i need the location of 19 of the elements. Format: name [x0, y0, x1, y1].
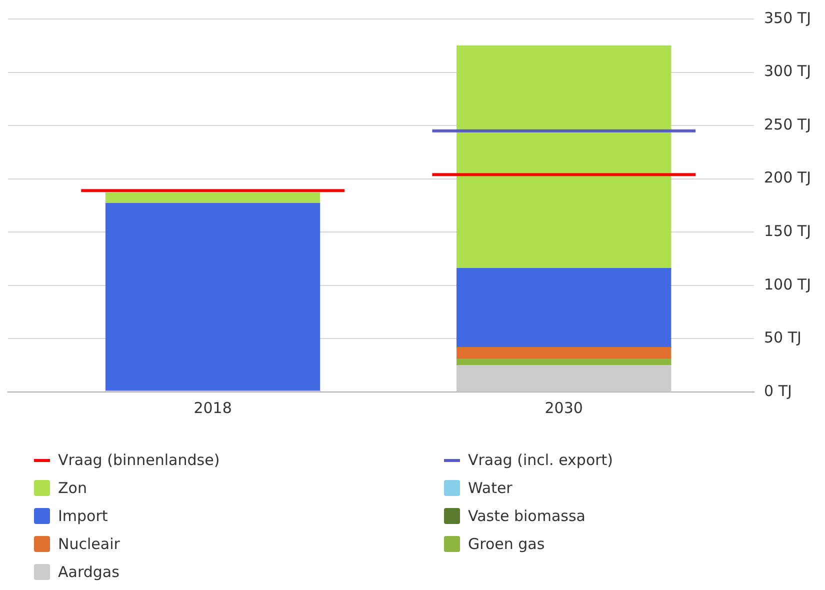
legend-label: Vraag (incl. export) [468, 451, 614, 469]
y-tick-label: 250 TJ [764, 115, 812, 134]
y-tick-label: 200 TJ [764, 168, 812, 187]
y-tick-label: 100 TJ [764, 275, 812, 294]
y-tick-label: 350 TJ [764, 8, 812, 27]
legend-label: Zon [58, 479, 87, 497]
legend-label: Nucleair [58, 535, 120, 553]
legend-label: Vaste biomassa [468, 507, 586, 525]
legend-label: Aardgas [58, 563, 120, 581]
x-tick-label: 2018 [194, 398, 232, 417]
x-tick-label: 2030 [544, 398, 583, 417]
y-tick-label: 0 TJ [764, 382, 792, 400]
y-tick-label: 300 TJ [764, 62, 812, 80]
y-tick-label: 50 TJ [764, 328, 802, 347]
legend-label: Vraag (binnenlandse) [58, 451, 220, 469]
y-tick-label: 150 TJ [764, 222, 812, 240]
legend-label: Groen gas [468, 535, 545, 553]
legend-label: Water [468, 479, 512, 497]
legend-label: Import [58, 507, 108, 525]
